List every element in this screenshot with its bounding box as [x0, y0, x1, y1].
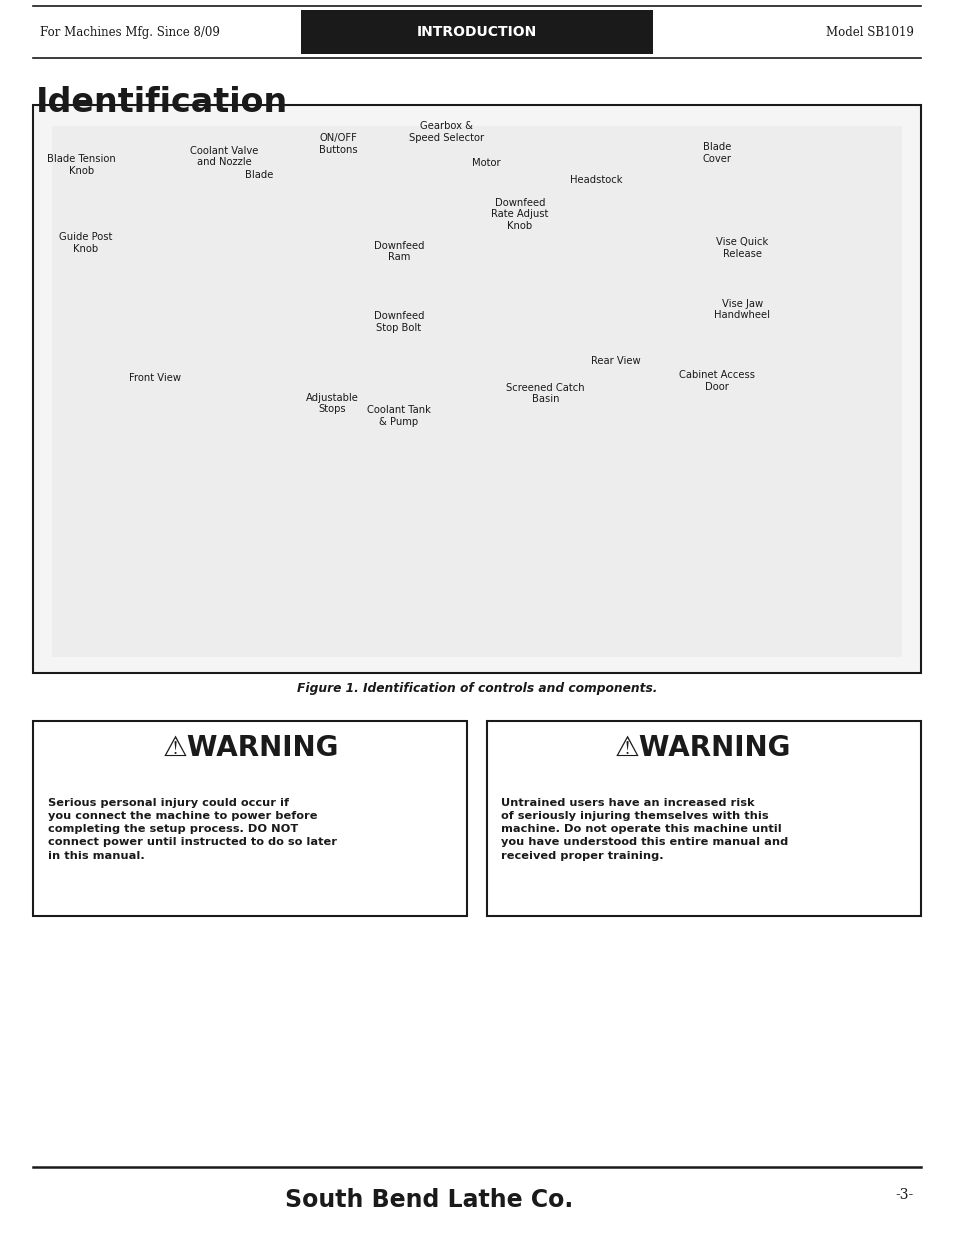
Text: Model SB1019: Model SB1019 — [825, 26, 913, 38]
Text: Screened Catch
Basin: Screened Catch Basin — [506, 383, 584, 404]
Text: Blade Tension
Knob: Blade Tension Knob — [47, 154, 115, 175]
Text: ⚠WARNING: ⚠WARNING — [163, 734, 338, 762]
Text: Rear View: Rear View — [590, 356, 639, 366]
FancyBboxPatch shape — [33, 721, 467, 916]
Text: Coolant Valve
and Nozzle: Coolant Valve and Nozzle — [190, 146, 258, 167]
FancyBboxPatch shape — [300, 10, 653, 54]
Text: Downfeed
Rate Adjust
Knob: Downfeed Rate Adjust Knob — [491, 198, 548, 231]
Text: Untrained users have an increased risk
of seriously injuring themselves with thi: Untrained users have an increased risk o… — [500, 798, 787, 861]
Text: Gearbox &
Speed Selector: Gearbox & Speed Selector — [409, 121, 483, 142]
Text: Headstock: Headstock — [569, 175, 622, 185]
Text: -3-: -3- — [895, 1188, 913, 1202]
Text: Guide Post
Knob: Guide Post Knob — [59, 232, 112, 253]
Text: Identification: Identification — [36, 86, 288, 120]
Text: For Machines Mfg. Since 8/09: For Machines Mfg. Since 8/09 — [40, 26, 220, 38]
FancyBboxPatch shape — [486, 721, 920, 916]
Text: Vise Quick
Release: Vise Quick Release — [716, 237, 767, 258]
FancyBboxPatch shape — [52, 126, 901, 657]
Text: Cabinet Access
Door: Cabinet Access Door — [679, 370, 755, 391]
Text: INTRODUCTION: INTRODUCTION — [416, 25, 537, 40]
FancyBboxPatch shape — [33, 105, 920, 673]
Text: Coolant Tank
& Pump: Coolant Tank & Pump — [367, 405, 430, 426]
Text: Blade
Cover: Blade Cover — [702, 142, 731, 163]
Text: Downfeed
Ram: Downfeed Ram — [374, 241, 423, 262]
Text: Serious personal injury could occur if
you connect the machine to power before
c: Serious personal injury could occur if y… — [48, 798, 336, 861]
Text: Front View: Front View — [129, 373, 180, 383]
Text: Adjustable
Stops: Adjustable Stops — [305, 393, 358, 414]
Text: Vise Jaw
Handwheel: Vise Jaw Handwheel — [714, 299, 769, 320]
Text: Blade: Blade — [245, 170, 274, 180]
Text: Motor: Motor — [472, 158, 500, 168]
Text: ⚠WARNING: ⚠WARNING — [615, 734, 790, 762]
Text: ON/OFF
Buttons: ON/OFF Buttons — [319, 133, 357, 154]
Text: Figure 1. Identification of controls and components.: Figure 1. Identification of controls and… — [296, 682, 657, 695]
Text: South Bend Lathe Co.: South Bend Lathe Co. — [285, 1188, 573, 1212]
Text: Downfeed
Stop Bolt: Downfeed Stop Bolt — [374, 311, 423, 332]
